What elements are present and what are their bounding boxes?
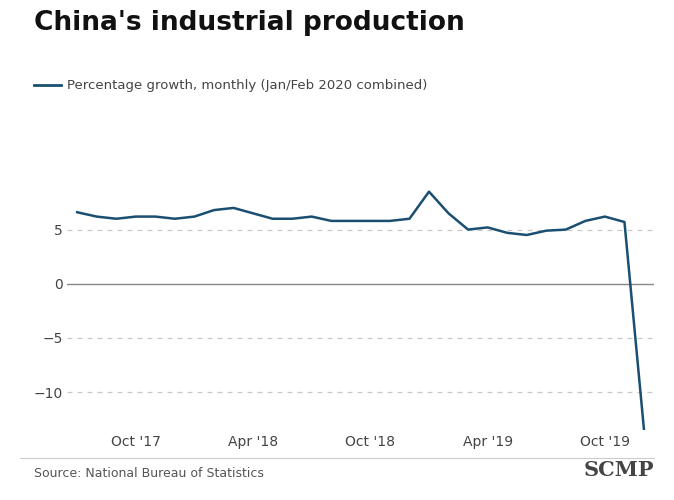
Text: China's industrial production: China's industrial production (34, 10, 464, 36)
Text: Source: National Bureau of Statistics: Source: National Bureau of Statistics (34, 467, 264, 480)
Text: SCMP: SCMP (583, 460, 654, 480)
Text: Percentage growth, monthly (Jan/Feb 2020 combined): Percentage growth, monthly (Jan/Feb 2020… (67, 78, 428, 92)
